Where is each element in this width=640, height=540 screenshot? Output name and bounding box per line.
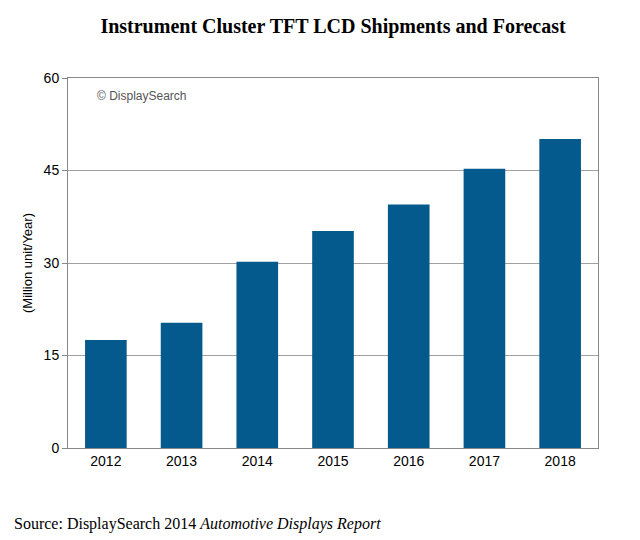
svg-text:2012: 2012	[90, 453, 121, 469]
svg-text:Source: DisplaySearch 2014 Aut: Source: DisplaySearch 2014 Automotive Di…	[14, 515, 381, 533]
svg-text:(Million unit/Year): (Million unit/Year)	[20, 213, 35, 313]
svg-text:15: 15	[44, 347, 60, 363]
svg-text:2015: 2015	[317, 453, 348, 469]
svg-text:0: 0	[51, 440, 59, 456]
svg-text:30: 30	[44, 255, 60, 271]
svg-text:2018: 2018	[545, 453, 576, 469]
svg-text:2014: 2014	[242, 453, 273, 469]
svg-text:2013: 2013	[166, 453, 197, 469]
svg-text:Instrument Cluster TFT LCD Shi: Instrument Cluster TFT LCD Shipments and…	[100, 15, 566, 38]
svg-text:2017: 2017	[469, 453, 500, 469]
svg-text:2016: 2016	[393, 453, 424, 469]
svg-text:45: 45	[44, 162, 60, 178]
svg-text:60: 60	[44, 70, 60, 86]
svg-text:© DisplaySearch: © DisplaySearch	[97, 89, 187, 103]
